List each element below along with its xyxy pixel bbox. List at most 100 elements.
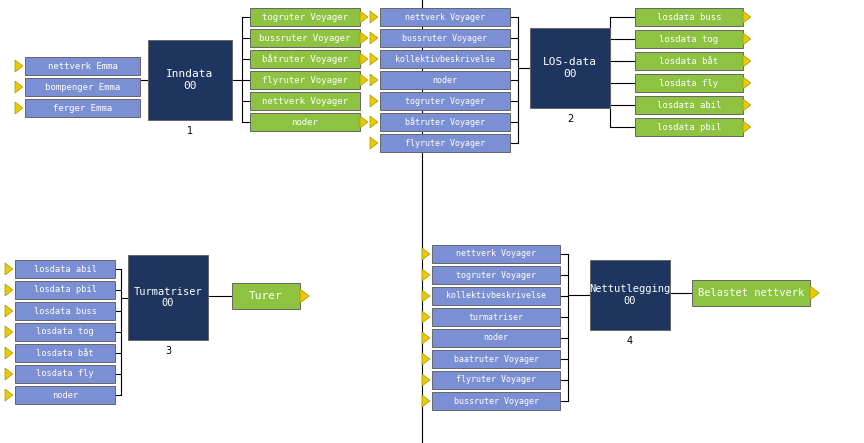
Text: bompenger Emma: bompenger Emma [45,82,120,92]
Text: baatruter Voyager: baatruter Voyager [454,354,538,364]
Bar [530,28,610,108]
Polygon shape [5,326,13,338]
Polygon shape [360,32,368,44]
Polygon shape [422,290,429,302]
Text: losdata båt: losdata båt [659,57,719,66]
Polygon shape [5,305,13,317]
Bar [692,280,810,306]
Bar [432,287,560,305]
Text: losdata abil: losdata abil [657,101,721,109]
Polygon shape [370,11,378,23]
Bar [635,30,743,48]
Text: flyruter Voyager: flyruter Voyager [405,139,485,148]
Bar [128,255,208,340]
Bar [250,29,360,47]
Bar [15,281,115,299]
Text: noder: noder [291,117,319,127]
Polygon shape [5,284,13,296]
Polygon shape [370,137,378,149]
Bar [432,392,560,410]
Polygon shape [370,74,378,86]
Text: LOS-data
00: LOS-data 00 [543,57,597,79]
Bar [250,92,360,110]
Bar [380,71,510,89]
Bar [250,71,360,89]
Text: nettverk Emma: nettverk Emma [48,62,118,70]
Text: losdata fly: losdata fly [659,78,719,88]
Polygon shape [422,248,429,260]
Bar [15,386,115,404]
Bar [380,134,510,152]
Polygon shape [743,121,751,133]
Polygon shape [15,60,22,72]
Bar [432,245,560,263]
Bar [15,260,115,278]
Bar [432,308,560,326]
Bar [15,365,115,383]
Text: losdata fly: losdata fly [36,369,94,378]
Text: bussruter Voyager: bussruter Voyager [454,396,538,405]
Polygon shape [422,269,429,281]
Bar [250,113,360,131]
Text: bussruter Voyager: bussruter Voyager [403,34,487,43]
Bar [635,118,743,136]
Polygon shape [422,353,429,365]
Text: flyruter Voyager: flyruter Voyager [456,376,536,385]
Polygon shape [5,368,13,380]
Text: Inndata
00: Inndata 00 [167,69,213,91]
Bar [635,96,743,114]
Text: flyruter Voyager: flyruter Voyager [262,75,348,85]
Bar [380,92,510,110]
Polygon shape [743,33,751,45]
Bar [432,266,560,284]
Bar [25,57,140,75]
Text: losdata båt: losdata båt [36,349,94,358]
Polygon shape [370,53,378,65]
Text: nettverk Voyager: nettverk Voyager [456,249,536,259]
Polygon shape [300,289,309,303]
Polygon shape [5,389,13,401]
Text: noder: noder [52,390,78,400]
Bar [432,371,560,389]
Text: 2: 2 [567,114,573,124]
Text: losdata pbil: losdata pbil [34,285,97,295]
Text: turmatriser: turmatriser [468,312,524,322]
Polygon shape [810,286,819,300]
Polygon shape [15,81,22,93]
Polygon shape [360,11,368,23]
Polygon shape [422,311,429,323]
Polygon shape [370,116,378,128]
Text: losdata buss: losdata buss [657,12,721,22]
Bar [380,8,510,26]
Text: togruter Voyager: togruter Voyager [262,12,348,22]
Text: 1: 1 [187,126,193,136]
Text: nettverk Voyager: nettverk Voyager [405,12,485,22]
Polygon shape [422,374,429,386]
Polygon shape [370,32,378,44]
Text: Turer: Turer [249,291,283,301]
Bar [250,8,360,26]
Bar [232,283,300,309]
Polygon shape [5,263,13,275]
Bar [590,260,670,330]
Text: Nettutlegging
00: Nettutlegging 00 [589,284,670,306]
Bar [432,350,560,368]
Text: losdata tog: losdata tog [659,35,719,43]
Polygon shape [743,11,751,23]
Text: noder: noder [484,334,509,342]
Text: kollektivbeskrivelse: kollektivbeskrivelse [446,291,546,300]
Text: nettverk Voyager: nettverk Voyager [262,97,348,105]
Text: losdata pbil: losdata pbil [657,123,721,132]
Polygon shape [360,74,368,86]
Text: losdata tog: losdata tog [36,327,94,337]
Text: bussruter Voyager: bussruter Voyager [259,34,351,43]
Bar [432,329,560,347]
Text: ferger Emma: ferger Emma [53,104,112,113]
Polygon shape [360,116,368,128]
Text: noder: noder [433,75,458,85]
Text: togruter Voyager: togruter Voyager [456,271,536,280]
Text: båtruter Voyager: båtruter Voyager [262,54,348,64]
Bar [635,74,743,92]
Polygon shape [743,77,751,89]
Text: 4: 4 [627,336,633,346]
